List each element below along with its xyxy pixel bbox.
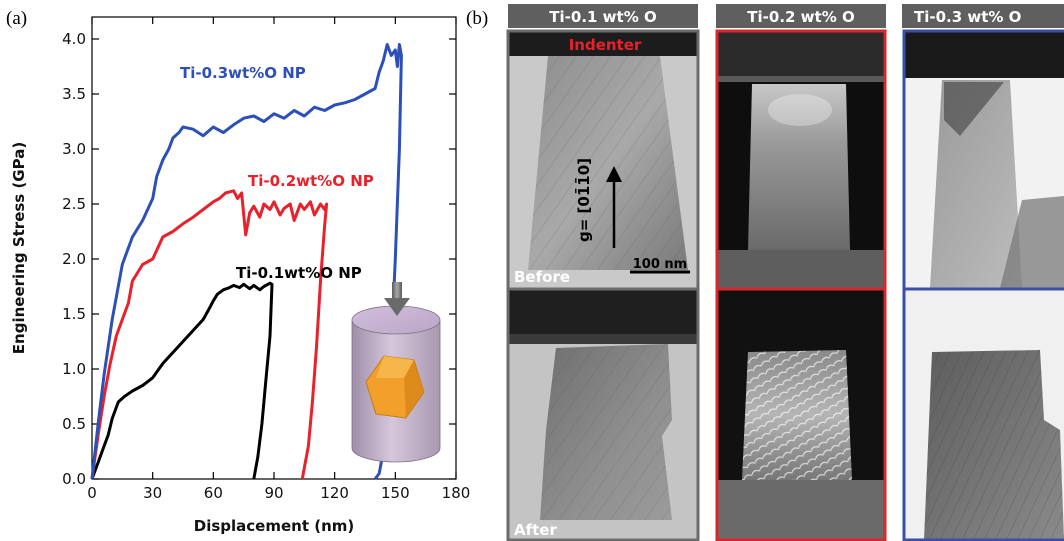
series-line-2 [90,43,403,480]
frame-column-3 [902,29,1064,541]
series-label-ti-01: Ti-0.1wt%O NP [236,264,362,282]
g-vector-label: g= [01̄1̄0] [573,158,593,242]
stress-displacement-chart: 0 30 60 90 120 150 180 0.0 0.5 1.0 1.5 2.0 2.5 3.0 3.… [10,16,470,535]
micrograph-ti03-before [905,32,1064,288]
x-tick-label: 150 [381,484,410,502]
x-tick-label: 60 [204,484,223,502]
micrograph-ti02-before [718,32,884,288]
y-tick-label: 2.5 [62,195,86,213]
y-tick-label: 4.0 [62,30,86,48]
column-header-2 [716,4,886,28]
column-header-3 [902,4,1064,28]
series-label-ti-02: Ti-0.2wt%O NP [248,172,374,190]
scale-bar-label: 100 nm [633,257,687,272]
micrograph-ti02-after [718,290,884,540]
axis-ticks [91,17,457,480]
frame-column-1 [506,29,700,541]
x-tick-label: 0 [87,484,97,502]
frame-column-2 [715,29,887,541]
micrograph-ti03-after [905,290,1064,540]
x-tick-labels: 0 30 60 90 120 150 180 [87,484,470,502]
y-tick-label: 2.0 [62,250,86,268]
column-header-2-label: Ti-0.2 wt% O [747,8,854,26]
x-tick-label: 90 [264,484,283,502]
micrograph-ti01-after: After [509,290,697,540]
y-tick-labels: 0.0 0.5 1.0 1.5 2.0 2.5 3.0 3.5 4.0 [62,30,86,488]
after-label: After [514,521,557,539]
y-tick-label: 1.5 [62,305,86,323]
y-tick-label: 0.5 [62,415,86,433]
y-tick-label: 3.0 [62,140,86,158]
indenter-label: Indenter [569,36,642,54]
series-line-0 [90,281,274,480]
before-label: Before [514,268,570,286]
y-axis-label: Engineering Stress (GPa) [10,142,28,354]
panel-a-label: (a) [6,8,27,29]
panel-b-label: (b) [466,8,488,29]
x-tick-label: 30 [143,484,162,502]
column-header-1 [508,4,698,28]
indenter-label-box [560,34,650,54]
column-header-3-label: Ti-0.3 wt% O [914,8,1021,26]
x-tick-label: 120 [320,484,349,502]
nanopillar-schematic [351,282,441,463]
x-axis-label: Displacement (nm) [194,517,354,535]
y-tick-label: 3.5 [62,85,86,103]
series-layer [90,43,403,480]
series-line-1 [90,189,329,480]
x-tick-label: 180 [442,484,471,502]
micrograph-panel: Ti-0.1 wt% O Ti-0.2 wt% O Ti-0.3 wt% O g… [506,4,1064,541]
y-tick-label: 1.0 [62,360,86,378]
column-header-1-label: Ti-0.1 wt% O [549,8,656,26]
series-label-ti-03: Ti-0.3wt%O NP [180,64,306,82]
y-tick-label: 0.0 [62,470,86,488]
micrograph-ti01-before: g= [01̄1̄0] 100 nm Before [509,32,697,288]
